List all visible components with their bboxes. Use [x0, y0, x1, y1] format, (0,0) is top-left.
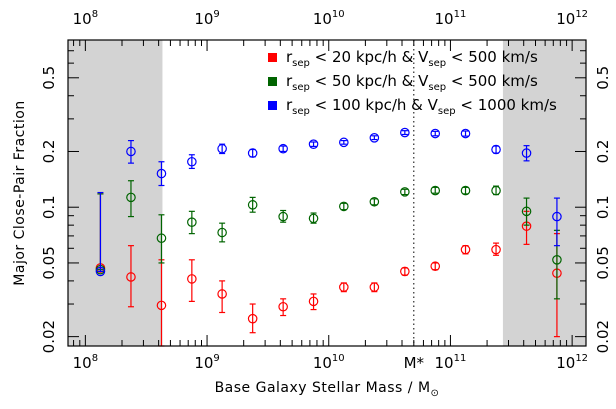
data-point: [552, 254, 562, 265]
legend-marker: [268, 77, 277, 86]
data-point: [278, 143, 288, 154]
data-point: [491, 185, 501, 196]
data-point: [308, 296, 319, 307]
data-point: [278, 301, 288, 312]
data-point: [308, 213, 319, 224]
data-point: [400, 127, 410, 138]
data-point: [126, 272, 136, 282]
shaded-region-2: [502, 40, 586, 346]
data-point: [126, 146, 136, 157]
data-point: [460, 185, 471, 196]
data-point: [217, 227, 227, 238]
mstar-label: M*: [404, 354, 425, 372]
series-2: [95, 180, 562, 300]
x-tick-label-top: 1010: [313, 9, 345, 28]
data-point: [339, 137, 349, 148]
data-point: [156, 233, 167, 244]
data-point: [217, 143, 227, 154]
y-tick-label-right: 0.1: [594, 195, 612, 219]
y-tick-label-right: 0.2: [594, 140, 612, 164]
x-tick-label: 1011: [435, 353, 467, 372]
y-axis-title: Major Close-Pair Fraction: [12, 100, 28, 285]
x-axis-title: Base Galaxy Stellar Mass / M⊙: [215, 380, 440, 399]
data-point: [339, 201, 349, 212]
series-1: [95, 193, 562, 347]
x-tick-label: 1010: [313, 353, 345, 372]
x-tick-label-top: 1012: [556, 9, 588, 28]
series-3: [95, 127, 562, 277]
y-tick-label-right: 0.5: [594, 66, 612, 90]
data-point: [278, 211, 288, 222]
data-point: [460, 128, 471, 139]
data-point: [156, 168, 167, 179]
legend-marker: [268, 101, 277, 110]
data-point: [95, 266, 106, 277]
x-tick-label: 109: [194, 353, 219, 372]
data-point: [247, 313, 258, 324]
data-point: [552, 211, 562, 222]
data-point: [187, 156, 197, 167]
data-point: [400, 266, 410, 277]
data-point: [460, 244, 471, 255]
data-point: [521, 206, 532, 217]
data-point: [369, 282, 380, 292]
x-tick-label: 1012: [556, 353, 588, 372]
data-point: [521, 148, 532, 158]
legend-marker: [268, 53, 277, 62]
data-point: [491, 244, 501, 255]
y-tick-label: 0.5: [40, 66, 58, 90]
x-tick-label: 108: [73, 353, 98, 372]
data-point: [339, 282, 349, 292]
legend-entry: rsep < 20 kpc/h & Vsep < 500 km/s: [286, 48, 538, 69]
y-tick-label: 0.05: [40, 246, 58, 279]
data-point: [430, 185, 441, 196]
data-point: [187, 274, 197, 284]
data-point: [217, 289, 227, 299]
y-tick-label-right: 0.05: [594, 246, 612, 279]
data-point: [430, 128, 441, 139]
data-point: [247, 148, 258, 158]
data-point: [156, 300, 167, 311]
data-point: [400, 187, 410, 197]
shaded-region-1: [68, 40, 163, 346]
x-tick-label-top: 108: [73, 9, 98, 28]
x-tick-label-top: 109: [194, 9, 219, 28]
data-point: [247, 200, 258, 210]
legend-entry: rsep < 100 kpc/h & Vsep < 1000 km/s: [286, 96, 557, 117]
data-point: [430, 261, 441, 272]
data-point: [491, 144, 501, 155]
y-tick-label-right: 0.02: [594, 320, 612, 353]
y-tick-label: 0.2: [40, 140, 58, 164]
plot-frame: [67, 39, 587, 347]
x-tick-label-top: 1011: [435, 9, 467, 28]
data-point: [369, 133, 380, 143]
legend-entry: rsep < 50 kpc/h & Vsep < 500 km/s: [286, 72, 538, 93]
y-tick-label: 0.02: [40, 320, 58, 353]
data-point: [187, 217, 197, 227]
data-point: [126, 192, 136, 203]
data-point: [308, 139, 319, 149]
y-tick-label: 0.1: [40, 195, 58, 219]
data-point: [369, 196, 380, 207]
